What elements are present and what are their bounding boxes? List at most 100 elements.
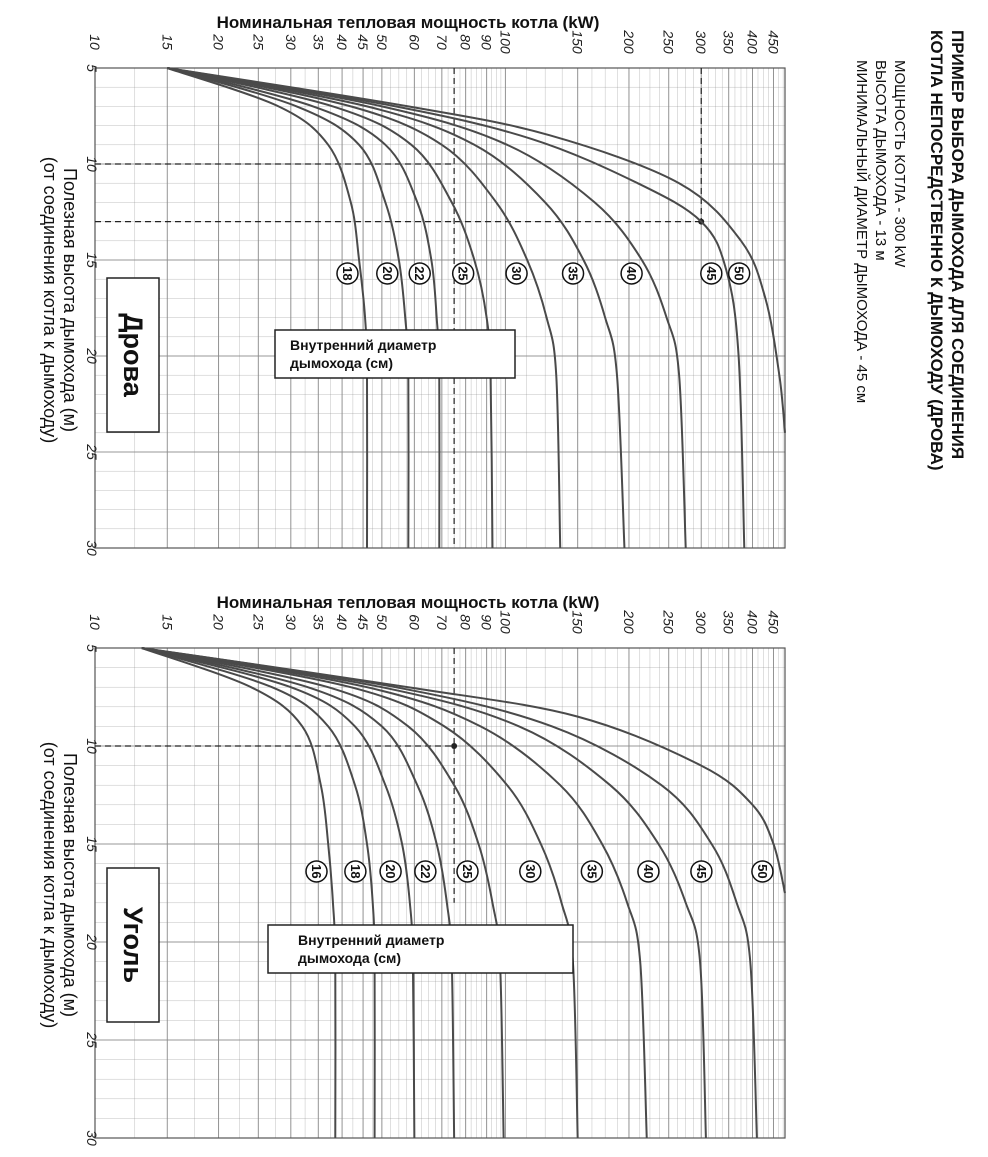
- power-axis-title: Номинальная тепловая мощность котла (kW): [217, 593, 600, 612]
- power-tick-label: 250: [661, 29, 677, 54]
- diameter-label-18: 18: [344, 860, 367, 883]
- power-tick-label: 100: [497, 30, 513, 54]
- height-tick-label: 25: [84, 1031, 100, 1048]
- panel-label-box: Дрова: [106, 277, 160, 433]
- power-tick-label: 50: [374, 614, 390, 630]
- power-tick-label: 200: [621, 609, 637, 634]
- height-tick-label: 5: [84, 64, 100, 72]
- power-tick-labels: 10 15 20 25 30 35 40 45 50 60 70 80 90 100 150 200 250 30…: [87, 29, 781, 54]
- power-tick-label: 80: [458, 614, 474, 630]
- height-tick-labels: 5 10 15 20 25 30: [84, 644, 100, 1146]
- diameter-label-circle: [620, 262, 643, 285]
- curve-diameter-45: [141, 647, 758, 1139]
- guide-marker: [451, 743, 458, 749]
- panel-label-frame: [106, 867, 160, 1023]
- panel-label: Дрова: [118, 313, 148, 397]
- power-tick-label: 300: [693, 30, 709, 54]
- diameter-label-text: 20: [380, 266, 395, 280]
- diameter-label-text: 22: [412, 266, 427, 280]
- curve-diameter-16: [141, 647, 337, 1139]
- diameter-label-text: 45: [704, 266, 719, 280]
- curve-diameter-30: [167, 67, 562, 549]
- diameter-labels: 16 18 20 22 25 30 35 40 45 50: [305, 860, 774, 883]
- legend-box: Внутренний диаметр дымохода (см): [267, 924, 574, 974]
- diameter-label-20: 20: [379, 860, 402, 883]
- legend-box: Внутренний диаметр дымохода (см): [274, 329, 516, 379]
- power-tick-label: 30: [283, 34, 299, 50]
- diameter-label-circle: [456, 860, 479, 883]
- diameter-label-circle: [376, 262, 399, 285]
- diameter-label-50: 50: [751, 860, 774, 883]
- diameter-label-text: 25: [460, 864, 475, 878]
- legend-box-frame: [274, 329, 516, 379]
- diameter-label-30: 30: [505, 262, 528, 285]
- power-tick-label: 40: [334, 34, 350, 50]
- diameter-label-text: 50: [755, 864, 770, 878]
- panel-label-box: Уголь: [106, 867, 160, 1023]
- height-tick-label: 5: [84, 644, 100, 652]
- diameter-label-22: 22: [414, 860, 437, 883]
- diameter-label-45: 45: [690, 860, 713, 883]
- diameter-label-text: 35: [584, 864, 599, 878]
- height-tick-label: 25: [84, 443, 100, 460]
- height-axis-subtitle: (от соединения котла к дымоходу): [40, 742, 60, 1028]
- diameter-label-text: 45: [694, 864, 709, 878]
- diameter-labels: 18 20 22 25 30 35 40 45 50: [336, 262, 751, 285]
- diameter-label-circle: [727, 262, 751, 285]
- height-tick-label: 15: [84, 836, 100, 852]
- curve-diameter-20: [166, 67, 410, 549]
- diameter-label-circle: [505, 262, 528, 285]
- diameter-label-text: 18: [340, 266, 355, 280]
- legend-box-line2: дымохода (см): [290, 355, 393, 371]
- diameter-label-25: 25: [456, 860, 479, 883]
- power-tick-label: 80: [458, 34, 474, 50]
- curve-diameter-18: [141, 647, 376, 1139]
- curve-diameter-35: [167, 67, 626, 549]
- power-tick-label: 35: [310, 34, 326, 50]
- diameter-label-35: 35: [561, 262, 585, 285]
- guide-lines: [95, 68, 705, 548]
- power-tick-label: 100: [497, 610, 513, 634]
- curve-diameter-25: [167, 67, 494, 549]
- power-tick-label: 150: [570, 610, 586, 634]
- diameter-curves: [166, 67, 786, 549]
- diameter-label-circle: [414, 860, 437, 883]
- diameter-label-circle: [690, 860, 713, 883]
- diameter-label-circle: [561, 262, 585, 285]
- grid: [94, 647, 786, 1139]
- diameter-label-text: 35: [566, 266, 581, 280]
- power-axis-title: Номинальная тепловая мощность котла (kW): [217, 13, 600, 32]
- power-tick-label: 90: [479, 34, 495, 50]
- height-tick-label: 10: [84, 738, 100, 754]
- height-tick-label: 30: [84, 1130, 100, 1146]
- diameter-label-25: 25: [451, 262, 475, 285]
- height-tick-label: 10: [84, 156, 100, 172]
- diameter-label-40: 40: [620, 262, 643, 285]
- height-tick-label: 15: [84, 252, 100, 268]
- diameter-label-22: 22: [408, 262, 431, 285]
- height-tick-label: 20: [84, 347, 100, 364]
- curve-diameter-35: [141, 647, 648, 1139]
- height-tick-labels: 5 10 15 20 25 30: [84, 64, 100, 556]
- power-tick-label: 400: [745, 610, 761, 634]
- power-tick-label: 70: [434, 34, 450, 50]
- diameter-label-18: 18: [336, 262, 359, 285]
- diameter-label-circle: [408, 262, 431, 285]
- legend-box-line1: Внутренний диаметр: [298, 932, 444, 948]
- power-tick-label: 45: [355, 614, 371, 630]
- power-tick-label: 70: [434, 614, 450, 630]
- power-tick-label: 10: [87, 34, 103, 50]
- example-block: ПРИМЕР ВЫБОРА ДЫМОХОДА ДЛЯ СОЕДИНЕНИЯ КО…: [853, 30, 967, 471]
- diameter-label-text: 16: [309, 864, 324, 878]
- panel-firewood: Номинальная тепловая мощность котла (kW)…: [40, 13, 786, 556]
- power-tick-label: 250: [661, 609, 677, 634]
- diameter-label-circle: [344, 860, 367, 883]
- diameter-label-16: 16: [305, 860, 328, 883]
- power-tick-label: 350: [721, 30, 737, 54]
- power-tick-label: 450: [765, 610, 781, 634]
- power-tick-label: 40: [334, 614, 350, 630]
- diameter-label-circle: [305, 860, 328, 883]
- diameter-label-circle: [580, 860, 604, 883]
- power-tick-label: 300: [693, 610, 709, 634]
